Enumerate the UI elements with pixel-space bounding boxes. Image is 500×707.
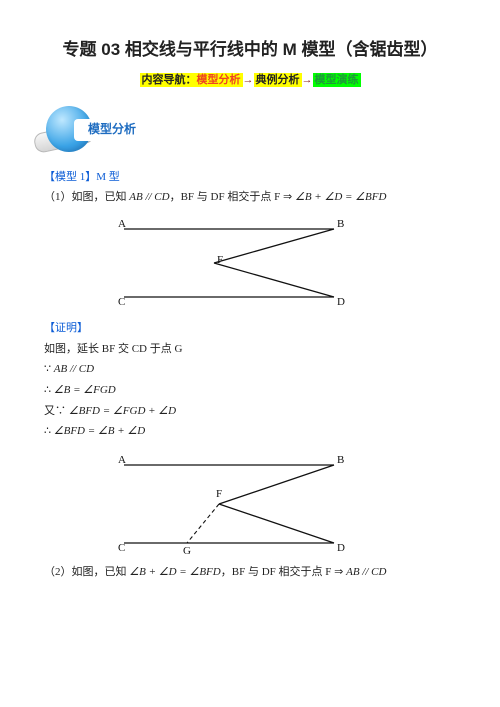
svg-text:D: D bbox=[337, 296, 345, 308]
prefix: ∵ bbox=[44, 363, 54, 375]
svg-text:F: F bbox=[216, 488, 222, 500]
math-expr: AB // CD bbox=[54, 363, 94, 375]
model1-statement-2: （2）如图，已知 ∠B + ∠D = ∠BFD，BF 与 DF 相交于点 F ⇒… bbox=[44, 563, 456, 582]
section-badge: 模型分析 bbox=[40, 104, 160, 158]
model-heading: 【模型 1】M 型 bbox=[44, 168, 456, 187]
text: （2）如图，已知 bbox=[44, 566, 129, 578]
proof-line: 如图，延长 BF 交 CD 于点 G bbox=[44, 340, 456, 359]
math-expr: ∠B + ∠D = ∠BFD bbox=[129, 566, 220, 578]
proof-line: ∴ ∠B = ∠FGD bbox=[44, 381, 456, 400]
arrow-icon: → bbox=[302, 74, 313, 86]
proof-line: 又∵ ∠BFD = ∠FGD + ∠D bbox=[44, 402, 456, 421]
svg-text:A: A bbox=[118, 454, 126, 466]
svg-text:G: G bbox=[183, 545, 191, 557]
svg-text:F: F bbox=[217, 254, 223, 266]
math-expr: AB // CD bbox=[346, 566, 386, 578]
prefix: ∴ bbox=[44, 425, 54, 437]
math-expr: ∠BFD = ∠B + ∠D bbox=[54, 425, 145, 437]
prefix: 又∵ bbox=[44, 405, 69, 417]
svg-text:A: A bbox=[118, 218, 126, 230]
math-expr: ∠B = ∠FGD bbox=[54, 384, 116, 396]
proof-heading: 【证明】 bbox=[44, 319, 456, 338]
svg-text:C: C bbox=[118, 296, 125, 308]
math-expr: AB // CD bbox=[129, 191, 169, 203]
prefix: ∴ bbox=[44, 384, 54, 396]
content-nav: 内容导航：模型分析→典例分析→模型演练 bbox=[44, 71, 456, 90]
page-title: 专题 03 相交线与平行线中的 M 模型（含锯齿型） bbox=[44, 36, 456, 65]
figure-2: A B C D F G bbox=[104, 449, 456, 559]
nav-prefix: 内容导航： bbox=[142, 74, 197, 86]
nav-item-2: 典例分析 bbox=[256, 74, 300, 86]
text: ，BF 与 DF 相交于点 F ⇒ bbox=[221, 566, 346, 578]
proof-line: ∵ AB // CD bbox=[44, 360, 456, 379]
nav-item-1: 模型分析 bbox=[197, 74, 241, 86]
svg-text:C: C bbox=[118, 542, 125, 554]
svg-text:D: D bbox=[337, 542, 345, 554]
figure-1: A B C D F bbox=[104, 213, 456, 313]
svg-text:B: B bbox=[337, 454, 344, 466]
math-expr: ∠BFD = ∠FGD + ∠D bbox=[69, 405, 176, 417]
math-expr: ∠B + ∠D = ∠BFD bbox=[295, 191, 386, 203]
badge-label: 模型分析 bbox=[74, 119, 146, 141]
model1-statement-1: （1）如图，已知 AB // CD，BF 与 DF 相交于点 F ⇒ ∠B + … bbox=[44, 188, 456, 207]
arrow-icon: → bbox=[243, 74, 254, 86]
text: （1）如图，已知 bbox=[44, 191, 129, 203]
nav-item-3: 模型演练 bbox=[315, 74, 359, 86]
proof-line: ∴ ∠BFD = ∠B + ∠D bbox=[44, 422, 456, 441]
svg-text:B: B bbox=[337, 218, 344, 230]
text: ，BF 与 DF 相交于点 F ⇒ bbox=[170, 191, 295, 203]
